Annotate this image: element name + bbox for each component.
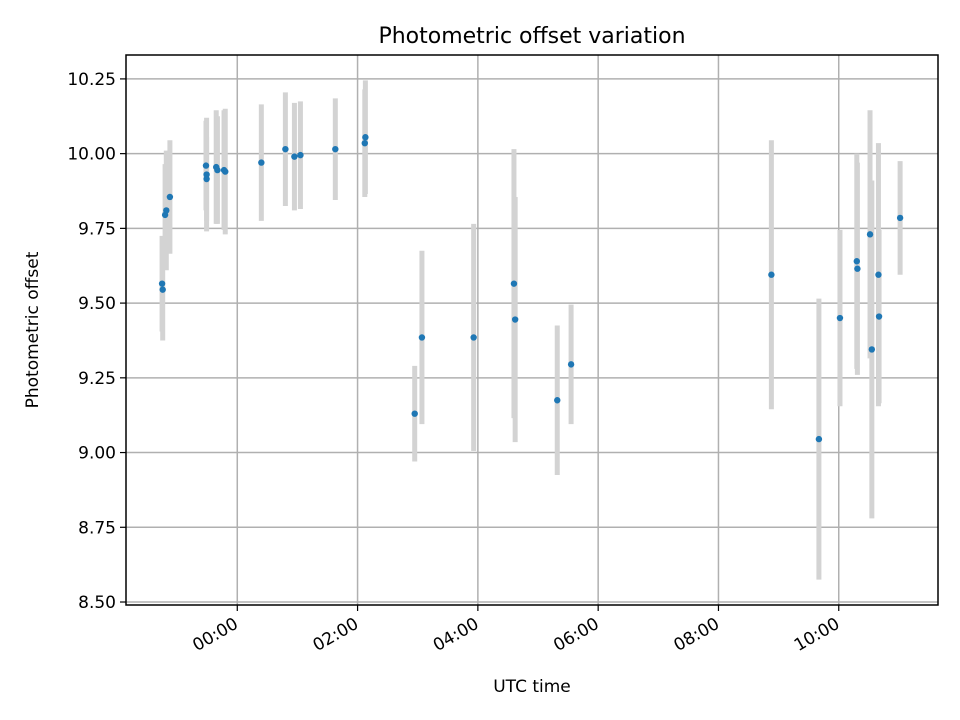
y-tick-label: 9.00 xyxy=(78,444,116,464)
y-tick-label: 9.75 xyxy=(78,219,116,239)
grid-lines xyxy=(126,55,938,605)
y-tick-label: 10.00 xyxy=(67,145,116,165)
data-point xyxy=(159,286,166,293)
x-axis-ticks: 00:00 02:00 04:00 06:00 08:00 10:00 xyxy=(189,605,843,656)
chart-title: Photometric offset variation xyxy=(378,24,685,49)
data-point xyxy=(332,145,339,153)
data-point xyxy=(158,280,166,287)
x-tick-label: 04:00 xyxy=(430,614,482,656)
data-point xyxy=(166,193,174,201)
data-point xyxy=(866,231,874,238)
x-tick-label: 10:00 xyxy=(791,614,843,656)
data-point xyxy=(214,166,221,174)
data-point xyxy=(853,258,860,265)
data-point xyxy=(291,153,298,160)
x-tick-label: 06:00 xyxy=(550,614,602,656)
data-point xyxy=(222,168,229,175)
y-tick-label: 10.25 xyxy=(67,70,116,90)
y-tick-label: 8.75 xyxy=(78,518,116,538)
data-point xyxy=(567,361,575,368)
data-point xyxy=(203,171,210,178)
data-point xyxy=(875,271,882,278)
data-point xyxy=(896,214,904,222)
y-tick-label: 9.25 xyxy=(78,369,116,389)
data-point xyxy=(202,162,210,169)
data-point xyxy=(854,265,861,272)
data-point xyxy=(411,410,418,417)
data-point xyxy=(554,397,561,404)
data-point xyxy=(361,139,368,147)
plot-frame xyxy=(125,54,939,606)
data-point xyxy=(282,145,289,153)
x-tick-label: 02:00 xyxy=(310,614,362,656)
y-tick-label: 9.50 xyxy=(78,294,116,314)
data-point xyxy=(258,159,265,166)
data-point xyxy=(362,134,369,141)
data-point xyxy=(418,334,426,341)
y-axis-ticks: 8.50 8.75 9.00 9.25 9.50 9.75 10.00 10.25 xyxy=(67,70,126,613)
data-point xyxy=(815,435,823,443)
error-bars xyxy=(159,80,903,580)
y-tick-label: 8.50 xyxy=(78,593,116,613)
x-axis-label: UTC time xyxy=(493,677,571,697)
x-tick-label: 00:00 xyxy=(189,614,241,656)
data-point xyxy=(510,280,518,287)
data-point xyxy=(203,175,210,183)
data-points xyxy=(158,134,904,443)
x-tick-label: 08:00 xyxy=(671,614,723,656)
data-point xyxy=(836,314,844,322)
data-point xyxy=(163,207,170,214)
data-point xyxy=(470,334,477,341)
data-point xyxy=(511,316,519,323)
data-point xyxy=(297,151,304,159)
data-point xyxy=(768,271,775,278)
data-point xyxy=(875,313,883,320)
data-point xyxy=(868,346,876,353)
y-axis-label: Photometric offset xyxy=(23,251,43,408)
